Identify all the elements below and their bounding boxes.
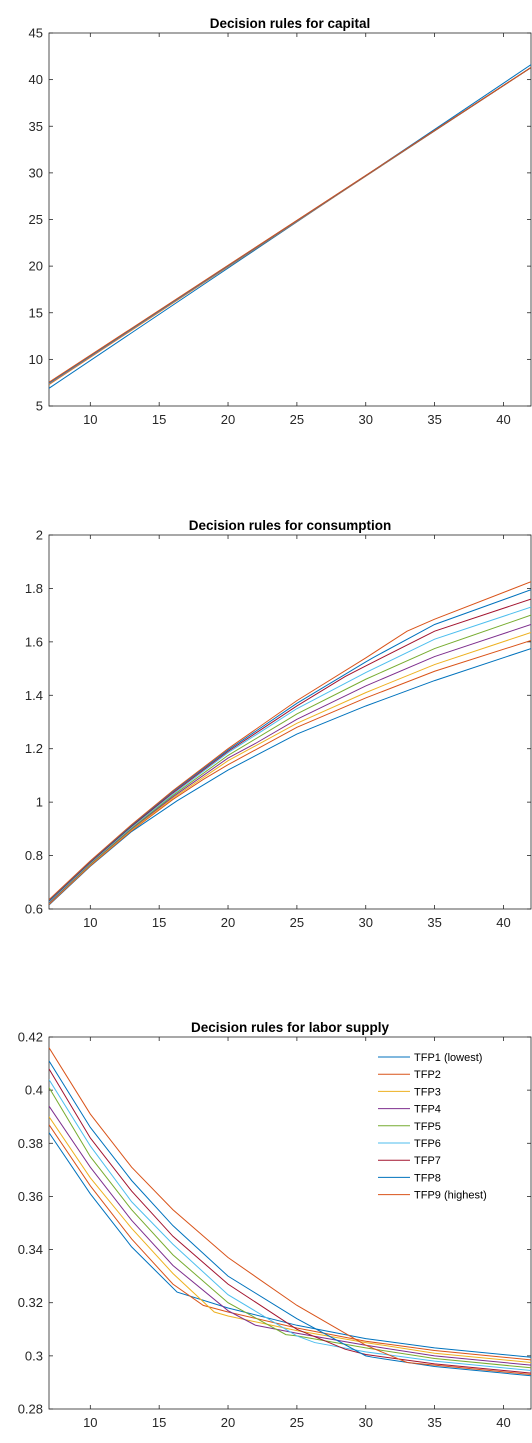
chart-3: Decision rules for labor supply 10 15 20 25 3… xyxy=(18,1020,532,1430)
plot-area xyxy=(48,534,532,910)
series-line-tfp1 xyxy=(49,1132,531,1358)
series-line-tfp9 xyxy=(49,581,531,901)
x-tick-label: 40 xyxy=(496,915,510,930)
y-tick-label: 1 xyxy=(36,795,43,810)
legend-entry: TFP4 xyxy=(414,1104,441,1116)
y-tick-label: 20 xyxy=(29,259,43,274)
x-tick-label: 25 xyxy=(290,915,304,930)
legend-entry: TFP3 xyxy=(414,1086,441,1098)
chart-title: Decision rules for consumption xyxy=(189,518,392,533)
chart-1: Decision rules for capital 10 15 20 25 30 35 40… xyxy=(29,16,532,427)
series-line-tfp7 xyxy=(49,598,531,902)
plot-area xyxy=(48,1036,532,1410)
y-tick-label: 2 xyxy=(36,528,43,543)
x-tick-label: 20 xyxy=(221,915,235,930)
x-tick-label: 10 xyxy=(83,1415,97,1430)
y-tick-label: 25 xyxy=(29,212,43,227)
x-tick-label: 25 xyxy=(290,1415,304,1430)
y-tick-label: 0.42 xyxy=(18,1030,43,1045)
x-tick-label: 40 xyxy=(496,1415,510,1430)
x-tick-label: 35 xyxy=(427,1415,441,1430)
y-tick-label: 30 xyxy=(29,165,43,180)
y-tick-label: 0.3 xyxy=(25,1348,43,1363)
x-tick-label: 30 xyxy=(359,915,373,930)
y-tick-label: 0.32 xyxy=(18,1295,43,1310)
y-tick-label: 45 xyxy=(29,26,43,41)
x-tick-label: 15 xyxy=(152,1415,166,1430)
y-tick-label: 1.8 xyxy=(25,581,43,596)
y-tick-label: 0.36 xyxy=(18,1189,43,1204)
x-tick-label: 15 xyxy=(152,915,166,930)
series-line-tfp2 xyxy=(49,1124,531,1361)
legend-entry: TFP8 xyxy=(414,1172,441,1184)
y-tick-label: 1.6 xyxy=(25,634,43,649)
series-line-tfp8 xyxy=(49,1060,531,1377)
x-tick-label: 25 xyxy=(290,412,304,427)
x-tick-label: 30 xyxy=(359,1415,373,1430)
y-tick-label: 10 xyxy=(29,352,43,367)
x-tick-label: 15 xyxy=(152,412,166,427)
legend-entry: TFP7 xyxy=(414,1155,441,1167)
legend-entry: TFP1 (lowest) xyxy=(414,1052,482,1064)
series-line-tfp4 xyxy=(49,1105,531,1366)
y-tick-label: 1.4 xyxy=(25,688,43,703)
y-tick-label: 0.34 xyxy=(18,1242,43,1257)
y-tick-label: 5 xyxy=(36,399,43,414)
x-tick-label: 35 xyxy=(427,412,441,427)
series-line-tfp4 xyxy=(49,624,531,904)
series-line-tfp9 xyxy=(49,1047,531,1375)
y-tick-label: 40 xyxy=(29,72,43,87)
y-tick-label: 0.4 xyxy=(25,1083,43,1098)
legend-entry: TFP9 (highest) xyxy=(414,1190,487,1202)
y-tick-label: 1.2 xyxy=(25,741,43,756)
x-tick-label: 10 xyxy=(83,915,97,930)
legend: TFP1 (lowest) TFP2 TFP3 TFP4 TFP5 TFP6 TFP7 TFP… xyxy=(374,1047,524,1208)
y-tick-label: 0.38 xyxy=(18,1136,43,1151)
y-tick-label: 0.28 xyxy=(18,1402,43,1417)
x-tick-label: 10 xyxy=(83,412,97,427)
chart-title: Decision rules for labor supply xyxy=(191,1020,390,1035)
legend-box xyxy=(374,1047,524,1208)
y-tick-label: 0.8 xyxy=(25,848,43,863)
y-tick-label: 35 xyxy=(29,119,43,134)
series-line-tfp1 xyxy=(49,648,531,906)
legend-entry: TFP2 xyxy=(414,1069,441,1081)
series-line-tfp9 xyxy=(49,67,531,383)
x-tick-label: 35 xyxy=(427,915,441,930)
series-line-tfp5 xyxy=(49,614,531,903)
legend-entry: TFP5 xyxy=(414,1121,441,1133)
plot-area xyxy=(48,32,532,407)
series-line-tfp6 xyxy=(49,606,531,903)
x-tick-label: 40 xyxy=(496,412,510,427)
y-tick-label: 0.6 xyxy=(25,902,43,917)
series-line-tfp3 xyxy=(49,1116,531,1363)
series-line-tfp8 xyxy=(49,589,531,901)
series-line-tfp6 xyxy=(49,1079,531,1371)
x-tick-label: 30 xyxy=(359,412,373,427)
series-line-tfp5 xyxy=(49,1087,531,1369)
series-line-tfp2 xyxy=(49,640,531,905)
x-tick-label: 20 xyxy=(221,412,235,427)
y-tick-label: 15 xyxy=(29,305,43,320)
chart-title: Decision rules for capital xyxy=(210,16,371,31)
series-line-tfp3 xyxy=(49,632,531,905)
chart-2: Decision rules for consumption 10 15 20 25 30… xyxy=(25,518,532,930)
legend-entry: TFP6 xyxy=(414,1138,441,1150)
x-tick-label: 20 xyxy=(221,1415,235,1430)
